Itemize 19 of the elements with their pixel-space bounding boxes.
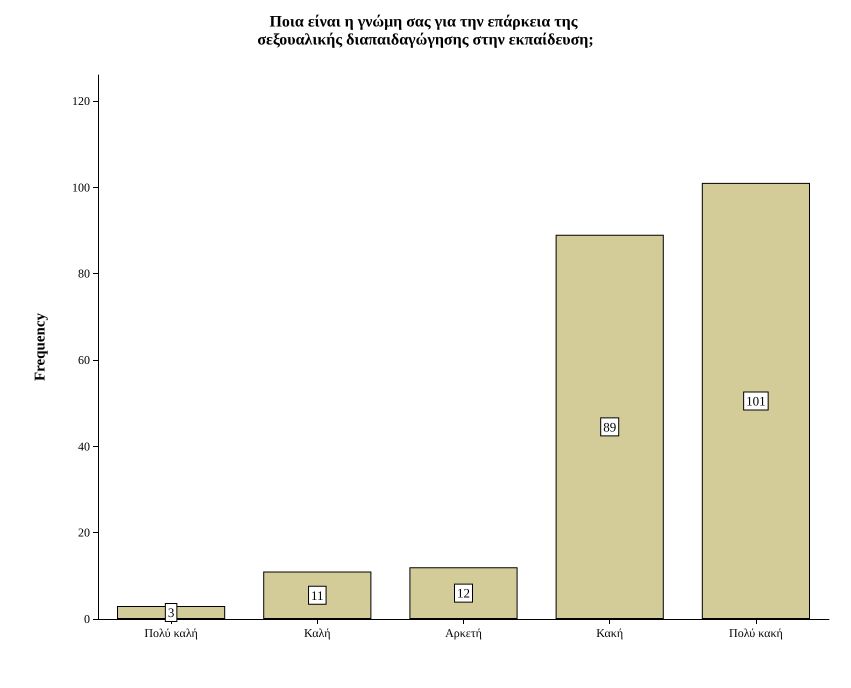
data-label: 11: [311, 588, 324, 603]
y-tick-label: 100: [72, 180, 90, 194]
y-tick-label: 80: [78, 266, 90, 281]
data-label: 3: [168, 605, 174, 620]
y-tick-label: 0: [84, 612, 90, 626]
y-tick-label: 20: [78, 526, 90, 540]
y-tick-label: 40: [78, 439, 90, 454]
x-tick-label: Πολύ καλή: [144, 626, 198, 640]
x-tick-label: Αρκετή: [445, 626, 482, 640]
x-tick-label: Καλή: [304, 626, 331, 640]
data-label: 101: [746, 393, 766, 408]
chart-title: Ποια είναι η γνώμη σας για την επάρκεια της σεξουαλικής διαπαιδαγώγησης στην εκπαίδευση;: [257, 14, 594, 48]
x-tick-label: Πολύ κακή: [729, 626, 783, 640]
y-axis-title: Frequency: [32, 312, 48, 382]
data-label: 89: [603, 419, 616, 434]
y-tick-label: 60: [78, 352, 90, 367]
x-tick-label: Κακή: [596, 626, 624, 640]
data-label: 12: [457, 586, 470, 601]
y-tick-label: 120: [72, 94, 90, 108]
